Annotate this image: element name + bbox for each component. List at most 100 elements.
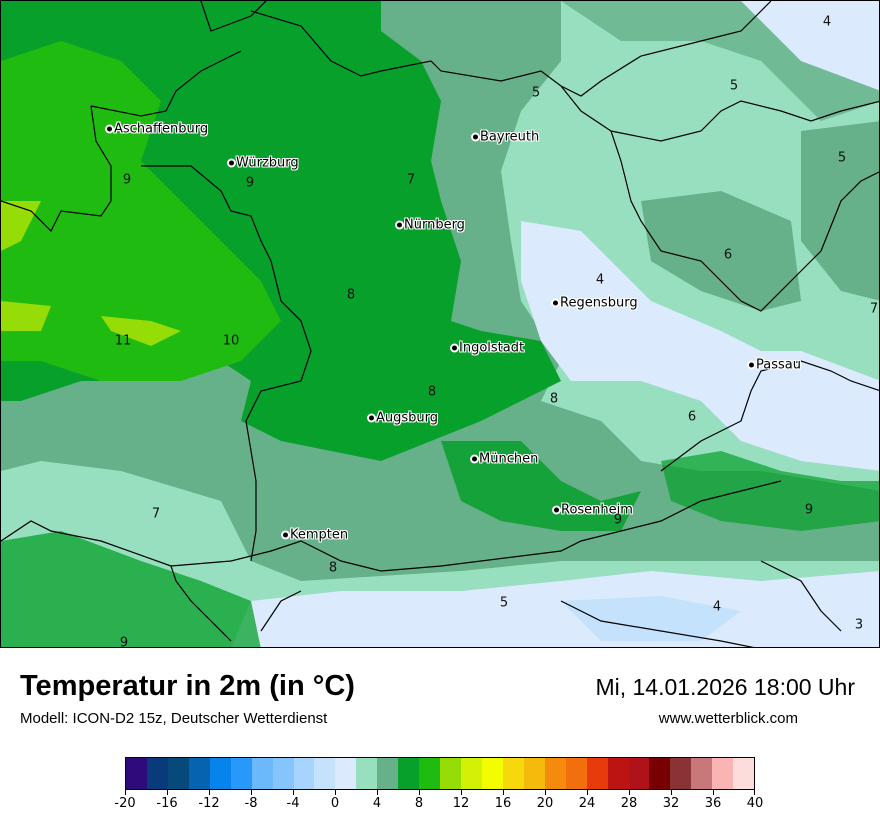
temperature-value: 4 <box>822 14 832 30</box>
colorbar-tick-label: 12 <box>452 796 470 811</box>
temperature-value: 5 <box>531 85 541 101</box>
colorbar-segment <box>398 758 420 789</box>
colorbar-tick-label: 8 <box>414 796 424 811</box>
temperature-value: 8 <box>346 287 356 303</box>
temperature-value: 6 <box>687 409 697 425</box>
colorbar-segment <box>607 758 629 789</box>
temperature-value: 5 <box>837 150 847 166</box>
colorbar-tick <box>461 790 462 795</box>
colorbar-tick <box>293 790 294 795</box>
temperature-value: 4 <box>712 599 722 615</box>
colorbar-tick <box>167 790 168 795</box>
colorbar-tick-label: 32 <box>662 796 680 811</box>
colorbar-segment <box>356 758 378 789</box>
colorbar-segment <box>167 758 189 789</box>
temperature-field <box>1 1 879 647</box>
city-label: Nürnberg <box>404 217 465 233</box>
city-marker: Ingolstadt <box>452 341 524 356</box>
colorbar-segment <box>712 758 734 789</box>
city-marker: Regensburg <box>553 296 638 311</box>
model-info: Modell: ICON-D2 15z, Deutscher Wetterdie… <box>20 710 328 727</box>
colorbar-segment <box>565 758 587 789</box>
city-label: Aschaffenburg <box>114 121 209 137</box>
city-dot-icon <box>452 345 457 351</box>
city-dot-icon <box>749 362 754 368</box>
colorbar-segment <box>146 758 168 789</box>
temperature-value: 9 <box>245 175 255 191</box>
colorbar-segment <box>272 758 294 789</box>
temperature-value: 7 <box>869 301 879 317</box>
colorbar-tick <box>335 790 336 795</box>
colorbar-tick-label: -20 <box>114 796 136 811</box>
colorbar-segment <box>628 758 650 789</box>
city-marker: Kempten <box>283 528 348 543</box>
temperature-value: 9 <box>613 512 623 528</box>
colorbar-tick-label: 24 <box>578 796 596 811</box>
temperature-value: 9 <box>119 635 129 648</box>
colorbar-tick-label: 16 <box>494 796 512 811</box>
colorbar-tick-label: 36 <box>704 796 722 811</box>
temperature-value: 4 <box>595 272 605 288</box>
colorbar-segment <box>209 758 231 789</box>
colorbar-tick <box>671 790 672 795</box>
colorbar-ticks: -20 -16 -12 -8 -4 0 4 8 12 16 20 24 28 32 36 40 <box>114 790 763 820</box>
city-marker: Nürnberg <box>397 218 465 233</box>
city-label: Augsburg <box>376 410 439 426</box>
colorbar-tick <box>545 790 546 795</box>
colorbar-tick <box>209 790 210 795</box>
city-dot-icon <box>553 300 558 306</box>
city-label: Bayreuth <box>480 129 540 145</box>
colorbar-segment <box>523 758 545 789</box>
city-label: Kempten <box>290 527 349 543</box>
website-link[interactable]: www.wetterblick.com <box>658 710 798 727</box>
temperature-value: 7 <box>406 172 416 188</box>
city-label: Ingolstadt <box>459 340 525 356</box>
colorbar-tick <box>754 790 755 795</box>
colorbar-tick-label: -8 <box>244 796 258 811</box>
forecast-datetime: Mi, 14.01.2026 18:00 Uhr <box>595 674 855 700</box>
temperature-value: 5 <box>499 595 509 611</box>
colorbar-tick <box>587 790 588 795</box>
colorbar-tick-label: 20 <box>536 796 554 811</box>
colorbar-segment <box>314 758 336 789</box>
temperature-value: 8 <box>328 560 338 576</box>
city-marker: Passau <box>749 358 801 373</box>
city-dot-icon <box>283 532 288 538</box>
city-dot-icon <box>369 415 374 421</box>
city-marker: Augsburg <box>369 411 438 426</box>
temperature-value: 3 <box>854 617 864 633</box>
city-dot-icon <box>472 456 477 462</box>
temperature-value: 9 <box>122 172 132 188</box>
colorbar-tick-label: -12 <box>198 796 220 811</box>
temperature-value: 8 <box>427 384 437 400</box>
colorbar-tick <box>713 790 714 795</box>
colorbar-tick-label: 0 <box>330 796 340 811</box>
colorbar-segment <box>440 758 461 789</box>
city-marker: Würzburg <box>229 156 299 171</box>
colorbar-segment <box>733 758 755 789</box>
city-marker: Rosenheim <box>554 503 633 518</box>
colorbar-tick-label: -16 <box>156 796 178 811</box>
city-dot-icon <box>554 507 559 513</box>
map-title: Temperatur in 2m (in °C) <box>20 670 355 702</box>
temperature-value: 5 <box>729 78 739 94</box>
colorbar-segment <box>335 758 357 789</box>
city-dot-icon <box>397 222 402 228</box>
colorbar-segment <box>293 758 315 789</box>
colorbar-tick-label: -4 <box>286 796 300 811</box>
city-label: Rosenheim <box>561 502 633 518</box>
city-marker: München <box>472 452 538 467</box>
city-label: Würzburg <box>236 155 299 171</box>
colorbar-segment <box>649 758 671 789</box>
temperature-value: 11 <box>114 333 132 349</box>
colorbar-segment <box>230 758 252 789</box>
colorbar-tick <box>419 790 420 795</box>
temperature-value: 7 <box>151 506 161 522</box>
colorbar-segment <box>188 758 210 789</box>
city-dot-icon <box>107 126 112 132</box>
colorbar-segment <box>461 758 482 789</box>
colorbar-tick-label: 4 <box>372 796 382 811</box>
colorbar-segment <box>481 758 503 789</box>
colorbar-segment <box>544 758 566 789</box>
colorbar-segment <box>419 758 441 789</box>
